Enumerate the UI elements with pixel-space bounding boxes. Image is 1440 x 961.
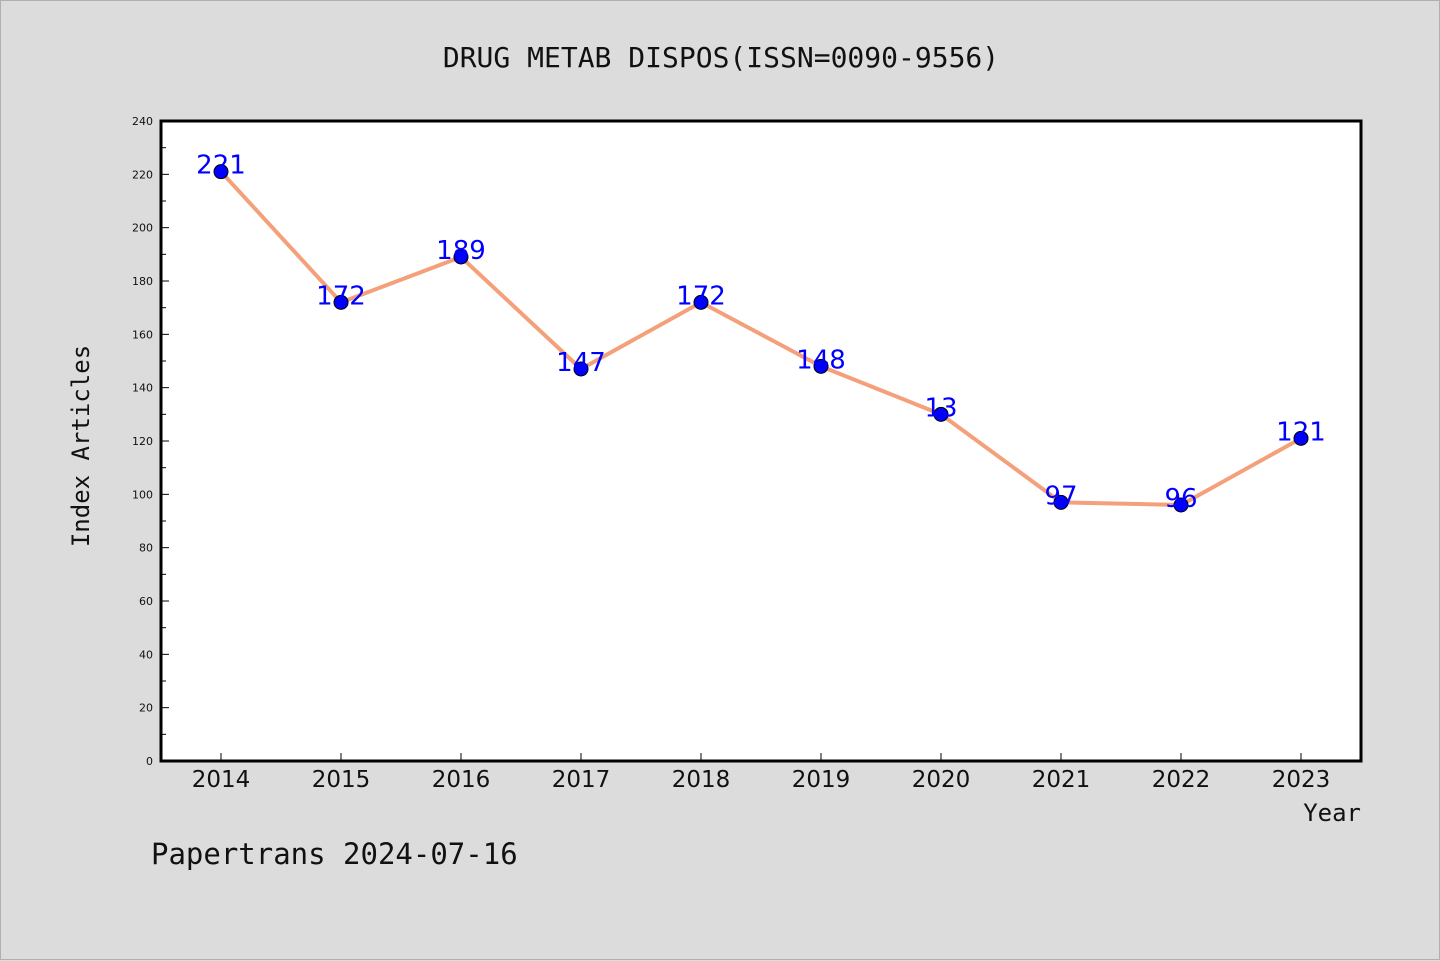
data-label: 97 [1044, 481, 1077, 511]
x-tick-label: 2018 [672, 767, 731, 793]
plot-area [159, 119, 1363, 763]
data-label: 172 [316, 281, 366, 311]
data-label: 172 [676, 281, 726, 311]
y-tick-label: 200 [132, 222, 153, 235]
y-tick-label: 220 [132, 168, 153, 181]
data-point [1053, 494, 1069, 510]
y-tick-label: 120 [132, 435, 153, 448]
x-tick-label: 2015 [312, 767, 371, 793]
x-tick-label: 2016 [432, 767, 491, 793]
y-axis: 0 20 40 60 80 100 120 140 160 180 200 220 240 [132, 115, 169, 768]
y-tick-label: 160 [132, 328, 153, 341]
data-point [1293, 430, 1309, 446]
x-tick-label: 2021 [1032, 767, 1091, 793]
data-point [213, 164, 229, 180]
x-tick-label: 2019 [792, 767, 851, 793]
x-tick-label: 2014 [192, 767, 251, 793]
data-label: 189 [436, 236, 486, 266]
y-tick-label: 240 [132, 115, 153, 128]
chart-title: DRUG METAB DISPOS(ISSN=0090-9556) [443, 41, 999, 74]
y-tick-label: 60 [139, 595, 153, 608]
y-axis-label: Index Articles [67, 345, 95, 547]
y-tick-label: 80 [139, 542, 153, 555]
footer-watermark: Papertrans 2024-07-16 [151, 837, 518, 871]
data-point [933, 406, 949, 422]
data-point [453, 249, 469, 265]
data-label: 148 [796, 345, 846, 375]
data-label: 121 [1276, 417, 1326, 447]
x-tick-label: 2017 [552, 767, 611, 793]
data-point [1173, 497, 1189, 513]
data-label: 221 [196, 151, 246, 181]
y-tick-label: 0 [146, 755, 153, 768]
x-axis: 2014 2015 2016 2017 2018 2019 2020 2021 2022 2023 [192, 753, 1331, 793]
series-line [219, 170, 1302, 507]
data-label: 13 [924, 393, 957, 423]
data-point [813, 358, 829, 374]
x-tick-label: 2023 [1272, 767, 1331, 793]
x-tick-label: 2020 [912, 767, 971, 793]
y-tick-label: 20 [139, 702, 153, 715]
x-axis-label: Year [1303, 799, 1361, 827]
y-tick-label: 140 [132, 382, 153, 395]
y-tick-label: 100 [132, 488, 153, 501]
data-point [333, 294, 349, 310]
series: 221 172 189 147 172 148 13 97 96 121 [196, 151, 1326, 514]
x-tick-label: 2022 [1152, 767, 1211, 793]
y-tick-label: 180 [132, 275, 153, 288]
data-point [573, 361, 589, 377]
data-label: 96 [1164, 484, 1197, 514]
y-tick-label: 40 [139, 648, 153, 661]
data-label: 147 [556, 348, 606, 378]
data-point [693, 294, 709, 310]
